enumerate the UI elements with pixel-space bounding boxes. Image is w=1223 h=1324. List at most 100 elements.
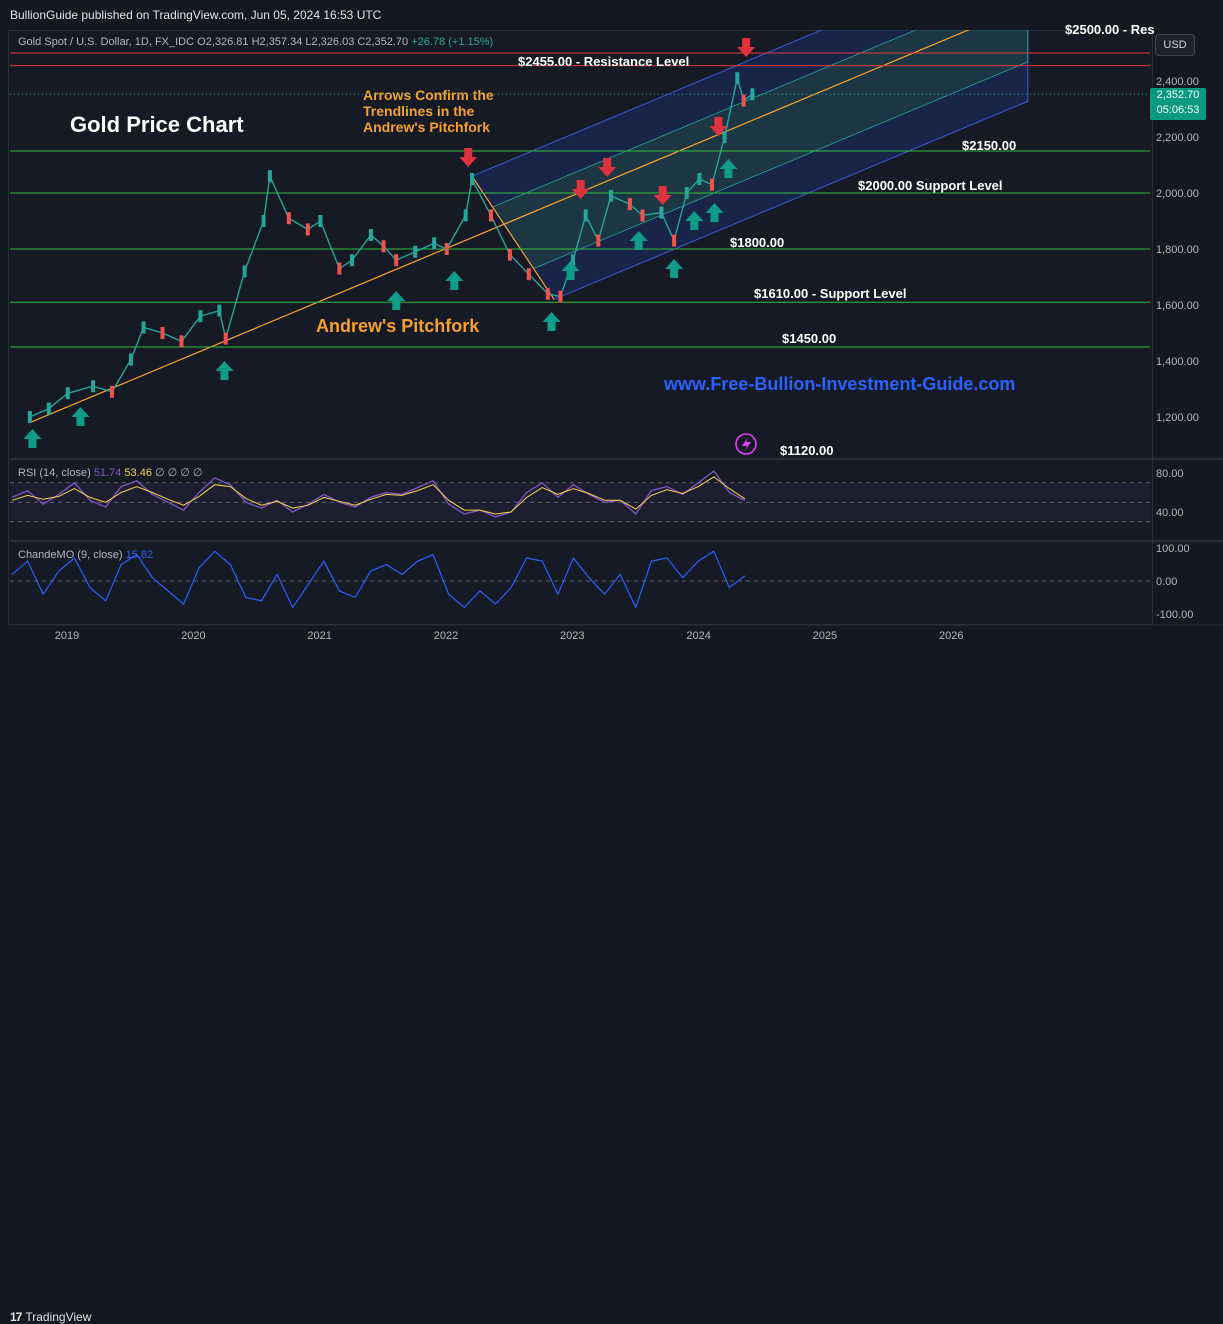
price-candle — [27, 411, 32, 423]
price-candle — [463, 209, 468, 222]
level-label-7: $1120.00 — [780, 443, 834, 458]
down-arrow-icon — [709, 117, 728, 136]
up-arrow-icon — [71, 407, 90, 426]
time-tick-label: 2023 — [560, 630, 584, 642]
rsi-line — [11, 470, 746, 518]
up-arrow-icon — [561, 261, 580, 280]
price-candle — [91, 380, 96, 393]
price-candle — [526, 268, 531, 281]
price-candle — [267, 170, 272, 183]
price-scale[interactable] — [1153, 30, 1223, 625]
price-candle — [558, 290, 563, 303]
up-arrow-icon — [215, 361, 234, 380]
chart-svg: $2500.00 - Res $2455.00 - Resistance Leve… — [10, 22, 1223, 642]
pitchfork-base-line — [471, 175, 555, 300]
price-candle — [413, 245, 418, 258]
price-candle — [350, 254, 354, 267]
rsi-ma-value: 53.46 — [124, 467, 152, 479]
cmo-name: ChandeMO (9, close) — [18, 549, 123, 561]
price-candle — [710, 178, 714, 191]
price-candle — [571, 254, 576, 267]
price-candle — [545, 287, 550, 300]
time-tick-label: 2025 — [813, 630, 837, 642]
time-tick-label: 2026 — [939, 630, 963, 642]
level-label-0: $2500.00 - Res — [1065, 22, 1155, 37]
price-candle — [242, 265, 247, 278]
pitchfork-label: Andrew's Pitchfork — [316, 316, 480, 336]
price-candle — [596, 234, 601, 247]
rsi-ma-line — [11, 476, 746, 515]
down-arrow-icon — [598, 158, 617, 177]
last-price: 2,352.70 — [1156, 89, 1200, 101]
price-candle — [735, 72, 740, 85]
price-tick-label: 2,400.00 — [1156, 76, 1199, 88]
level-label-2: $2150.00 — [962, 138, 1016, 153]
up-arrow-icon — [685, 211, 704, 230]
price-candle — [46, 402, 51, 415]
annotation-subtitle: Arrows Confirm the — [363, 87, 494, 103]
price-candle — [640, 209, 645, 222]
price-candle — [128, 353, 133, 366]
price-line — [29, 78, 753, 418]
price-candle — [368, 229, 373, 241]
price-candle — [141, 321, 146, 334]
annotation-subtitle: Trendlines in the — [363, 103, 474, 119]
hidden-level-label: $1700.00 — [262, 249, 312, 263]
down-arrow-icon — [571, 180, 590, 199]
time-tick-label: 2022 — [434, 630, 458, 642]
price-candle — [432, 237, 437, 250]
price-candle — [110, 385, 114, 398]
up-arrow-icon — [665, 259, 684, 278]
footer: 17 TradingView — [0, 650, 1223, 1324]
symbol-name: Gold Spot / U.S. Dollar, 1D, FX_IDC — [18, 36, 195, 48]
price-candle — [261, 215, 266, 227]
chart-title: Gold Price Chart — [70, 112, 244, 137]
pitchfork-median-line — [29, 30, 970, 424]
price-candle — [217, 304, 222, 317]
price-change: +26.78 (+1.15%) — [411, 36, 494, 48]
website-label: www.Free-Bullion-Investment-Guide.com — [663, 374, 1015, 394]
bar-countdown: 05:06:53 — [1156, 104, 1200, 116]
rsi-tick-label: 40.00 — [1156, 507, 1184, 519]
lightning-bolt-icon — [742, 437, 751, 452]
main-pane — [10, 30, 1150, 424]
down-arrow-icon — [459, 148, 478, 167]
up-arrow-icon — [542, 312, 561, 331]
symbol-legend: Gold Spot / U.S. Dollar, 1D, FX_IDC O2,3… — [18, 36, 493, 48]
rsi-extra: ∅ ∅ ∅ ∅ — [155, 467, 203, 479]
annotation-subtitle: Andrew's Pitchfork — [363, 119, 490, 135]
price-candle — [608, 189, 613, 202]
cmo-tick-label: 0.00 — [1156, 576, 1177, 588]
price-candle — [160, 327, 165, 339]
price-tick-label: 2,000.00 — [1156, 188, 1199, 200]
price-tick-label: 1,400.00 — [1156, 356, 1199, 368]
currency-button[interactable]: USD — [1155, 34, 1195, 56]
price-candle — [750, 88, 755, 101]
price-candle — [198, 310, 203, 323]
cmo-line — [11, 550, 746, 610]
cmo-legend: ChandeMO (9, close) 15.82 — [18, 549, 153, 561]
up-arrow-icon — [719, 159, 738, 178]
lightning-icon — [735, 433, 757, 455]
tradingview-logo[interactable]: 17 TradingView — [10, 1310, 91, 1324]
price-candle — [381, 240, 386, 253]
last-price-tag: 2,352.70 05:06:53 — [1150, 88, 1206, 120]
price-candle — [470, 173, 474, 185]
price-candle — [337, 262, 342, 275]
price-candle — [672, 234, 677, 247]
publish-header: BullionGuide published on TradingView.co… — [0, 0, 1223, 30]
up-arrow-icon — [23, 429, 42, 448]
price-candle — [659, 206, 664, 219]
level-label-3: $2000.00 Support Level — [858, 178, 1003, 193]
cmo-value: 15.82 — [125, 549, 154, 561]
price-candle — [223, 332, 228, 345]
tv-brand: TradingView — [25, 1310, 92, 1324]
price-candle — [394, 254, 399, 267]
price-candle — [65, 387, 70, 400]
down-arrow-icon — [737, 38, 756, 57]
price-tick-label: 1,600.00 — [1156, 300, 1199, 312]
up-arrow-icon — [705, 203, 724, 222]
rsi-value: 51.74 — [93, 467, 122, 479]
up-arrow-icon — [387, 291, 406, 310]
price-candle — [286, 212, 291, 225]
